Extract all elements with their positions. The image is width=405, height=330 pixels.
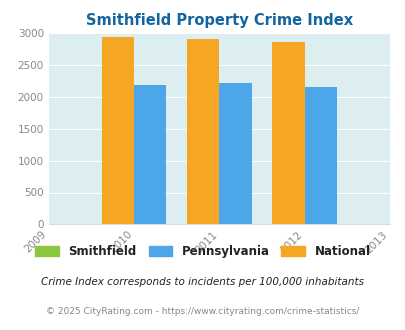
Title: Smithfield Property Crime Index: Smithfield Property Crime Index [85, 13, 352, 28]
Bar [186, 39, 219, 224]
Bar [219, 83, 251, 224]
Text: Crime Index corresponds to incidents per 100,000 inhabitants: Crime Index corresponds to incidents per… [41, 277, 364, 287]
Legend: Smithfield, Pennsylvania, National: Smithfield, Pennsylvania, National [31, 240, 374, 263]
Bar [101, 38, 134, 224]
Bar [271, 42, 304, 224]
Text: © 2025 CityRating.com - https://www.cityrating.com/crime-statistics/: © 2025 CityRating.com - https://www.city… [46, 307, 359, 316]
Bar [134, 85, 166, 224]
Bar [304, 87, 336, 224]
